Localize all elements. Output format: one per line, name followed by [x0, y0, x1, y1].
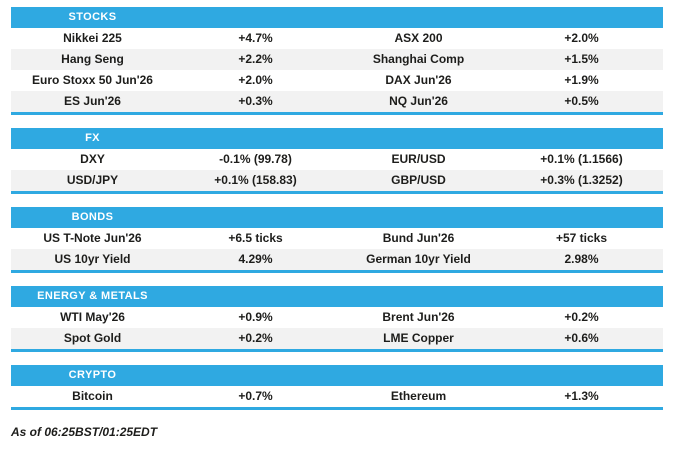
- section-label: FX: [85, 132, 100, 144]
- instrument-value-cell: +0.2%: [238, 331, 273, 345]
- instrument-value-cell: +1.3%: [564, 389, 599, 403]
- instrument-value-cell: +6.5 ticks: [228, 231, 283, 245]
- market-row: US T-Note Jun'26 +6.5 ticks Bund Jun'26 +57…: [11, 228, 663, 249]
- instrument-value-cell: +0.3%: [238, 94, 273, 108]
- instrument-value-cell: +0.2%: [564, 310, 599, 324]
- section-label: ENERGY & METALS: [37, 290, 148, 302]
- instrument-value-cell: +0.3% (1.3252): [540, 173, 623, 187]
- section-stocks: STOCKS Nikkei 225 +4.7% ASX 200 +2.0% Hang Se…: [11, 7, 663, 115]
- as-of-timestamp: As of 06:25BST/01:25EDT: [11, 425, 158, 439]
- market-row: DXY -0.1% (99.78) EUR/USD +0.1% (1.1566): [11, 149, 663, 170]
- section-label: STOCKS: [68, 11, 117, 23]
- instrument-name-cell: NQ Jun'26: [389, 94, 448, 108]
- instrument-name-cell: Ethereum: [390, 389, 447, 403]
- section-energy-metals: ENERGY & METALS WTI May'26 +0.9% Brent Jun'…: [11, 286, 663, 352]
- instrument-value-cell: +0.7%: [238, 389, 273, 403]
- instrument-name-cell: DAX Jun'26: [385, 73, 452, 87]
- instrument-value-cell: +0.1% (158.83): [214, 173, 297, 187]
- instrument-value-cell: +0.9%: [238, 310, 273, 324]
- instrument-value-cell: +1.5%: [564, 52, 599, 66]
- market-row: Hang Seng +2.2% Shanghai Comp +1.5%: [11, 49, 663, 70]
- section-fx: FX DXY -0.1% (99.78) EUR/USD +0.1% (1.1566) U…: [11, 128, 663, 194]
- section-header-fx: FX: [11, 128, 663, 149]
- market-wrap-table: STOCKS Nikkei 225 +4.7% ASX 200 +2.0% Hang Se…: [11, 7, 692, 439]
- instrument-value-cell: +2.0%: [564, 31, 599, 45]
- instrument-name-cell: USD/JPY: [66, 173, 119, 187]
- instrument-value-cell: +1.9%: [564, 73, 599, 87]
- instrument-name-cell: DXY: [80, 152, 105, 166]
- instrument-value-cell: +4.7%: [238, 31, 273, 45]
- instrument-name-cell: US T-Note Jun'26: [43, 231, 142, 245]
- section-header-crypto: CRYPTO: [11, 365, 663, 386]
- instrument-name-cell: US 10yr Yield: [54, 252, 131, 266]
- instrument-value-cell: +2.0%: [238, 73, 273, 87]
- instrument-value-cell: +0.1% (1.1566): [540, 152, 623, 166]
- instrument-name-cell: Hang Seng: [61, 52, 124, 66]
- instrument-value-cell: +57 ticks: [555, 231, 608, 245]
- section-header-stocks: STOCKS: [11, 7, 663, 28]
- instrument-name-cell: Nikkei 225: [63, 31, 122, 45]
- instrument-value-cell: +2.2%: [238, 52, 273, 66]
- market-row: WTI May'26 +0.9% Brent Jun'26 +0.2%: [11, 307, 663, 328]
- market-row: USD/JPY +0.1% (158.83) GBP/USD +0.3% (1.325…: [11, 170, 663, 191]
- market-sections: STOCKS Nikkei 225 +4.7% ASX 200 +2.0% Hang Se…: [11, 7, 692, 410]
- instrument-value-cell: 4.29%: [238, 252, 273, 266]
- market-row: Euro Stoxx 50 Jun'26 +2.0% DAX Jun'26 +1.9%: [11, 70, 663, 91]
- instrument-name-cell: ASX 200: [394, 31, 443, 45]
- instrument-name-cell: Brent Jun'26: [382, 310, 455, 324]
- instrument-name-cell: Bund Jun'26: [382, 231, 455, 245]
- market-row: US 10yr Yield 4.29% German 10yr Yield 2.98%: [11, 249, 663, 270]
- instrument-name-cell: German 10yr Yield: [366, 252, 471, 266]
- section-crypto: CRYPTO Bitcoin +0.7% Ethereum +1.3%: [11, 365, 663, 410]
- instrument-name-cell: Bitcoin: [72, 389, 113, 403]
- section-label: BONDS: [71, 211, 114, 223]
- instrument-name-cell: EUR/USD: [391, 152, 446, 166]
- instrument-name-cell: Euro Stoxx 50 Jun'26: [32, 73, 153, 87]
- market-row: ES Jun'26 +0.3% NQ Jun'26 +0.5%: [11, 91, 663, 112]
- instrument-name-cell: WTI May'26: [60, 310, 125, 324]
- market-row: Nikkei 225 +4.7% ASX 200 +2.0%: [11, 28, 663, 49]
- instrument-value-cell: +0.5%: [564, 94, 599, 108]
- instrument-value-cell: 2.98%: [564, 252, 599, 266]
- market-row: Bitcoin +0.7% Ethereum +1.3%: [11, 386, 663, 407]
- section-header-bonds: BONDS: [11, 207, 663, 228]
- instrument-name-cell: Shanghai Comp: [372, 52, 465, 66]
- instrument-name-cell: Spot Gold: [63, 331, 122, 345]
- section-bonds: BONDS US T-Note Jun'26 +6.5 ticks Bund Jun'…: [11, 207, 663, 273]
- instrument-name-cell: ES Jun'26: [64, 94, 121, 108]
- instrument-name-cell: LME Copper: [383, 331, 454, 345]
- instrument-value-cell: +0.6%: [564, 331, 599, 345]
- instrument-value-cell: -0.1% (99.78): [219, 152, 292, 166]
- section-label: CRYPTO: [68, 369, 117, 381]
- instrument-name-cell: GBP/USD: [391, 173, 446, 187]
- section-header-energy-metals: ENERGY & METALS: [11, 286, 663, 307]
- market-row: Spot Gold +0.2% LME Copper +0.6%: [11, 328, 663, 349]
